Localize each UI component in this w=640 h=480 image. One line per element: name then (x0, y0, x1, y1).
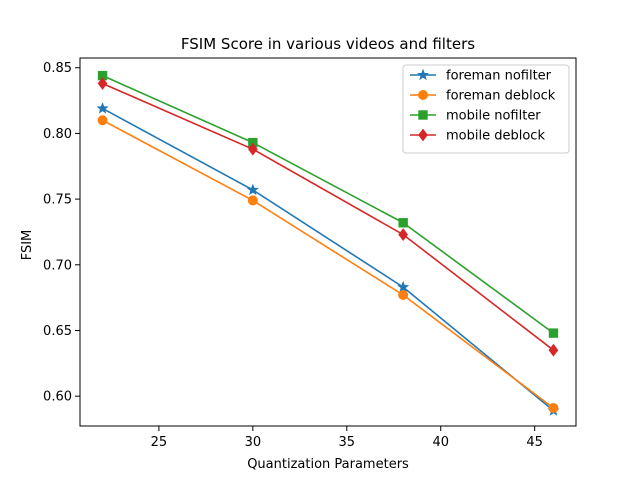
data-point-star (397, 280, 410, 293)
legend-label: mobile deblock (446, 129, 545, 144)
data-point-circle (398, 290, 409, 301)
series-line (102, 107, 554, 412)
x-tick-label: 35 (339, 435, 356, 450)
x-tick-label: 45 (526, 435, 543, 450)
y-tick-label: 0.60 (43, 390, 72, 405)
series-line (102, 82, 554, 351)
data-point-diamond (248, 142, 258, 156)
legend-marker-circle (418, 90, 428, 100)
legend-box (402, 64, 570, 154)
series-line (102, 74, 554, 334)
plot-area (96, 70, 560, 416)
data-point-circle (548, 403, 559, 414)
data-point-square (398, 218, 408, 228)
axes: 25 30 35 40 45 0.60 0.65 0.70 0.75 0.80 0.85 (43, 57, 577, 450)
series-line (102, 119, 554, 409)
data-point-square (548, 328, 559, 338)
data-point-diamond (97, 77, 108, 90)
plot-frame (79, 57, 577, 427)
legend-label: mobile nofilter (446, 109, 541, 124)
data-point-circle (97, 115, 108, 126)
data-point-star (246, 183, 259, 196)
y-tick-label: 0.75 (43, 193, 72, 208)
legend-marker-square (418, 110, 428, 120)
y-tick-label: 0.65 (43, 324, 72, 339)
data-point-star (96, 102, 109, 114)
data-point-diamond (548, 343, 559, 357)
legend-marker-star (416, 68, 430, 81)
y-tick-label: 0.80 (43, 127, 72, 142)
y-tick-label: 0.70 (43, 258, 72, 273)
x-tick-label: 30 (245, 435, 262, 450)
legend-marker-diamond (418, 128, 428, 142)
legend-label: foreman deblock (446, 89, 556, 104)
x-tick-label: 40 (432, 435, 449, 450)
x-tick-label: 25 (151, 435, 168, 450)
legend-label: foreman nofilter (446, 69, 552, 84)
data-point-diamond (398, 228, 408, 242)
x-axis-label: Quantization Parameters (247, 457, 409, 472)
legend: foreman nofilter foreman deblock mobile no… (402, 64, 570, 154)
y-axis-label: FSIM (20, 230, 35, 261)
data-point-circle (247, 195, 258, 206)
y-tick-label: 0.85 (43, 61, 72, 76)
chart-title: FSIM Score in various videos and filters (181, 35, 475, 53)
